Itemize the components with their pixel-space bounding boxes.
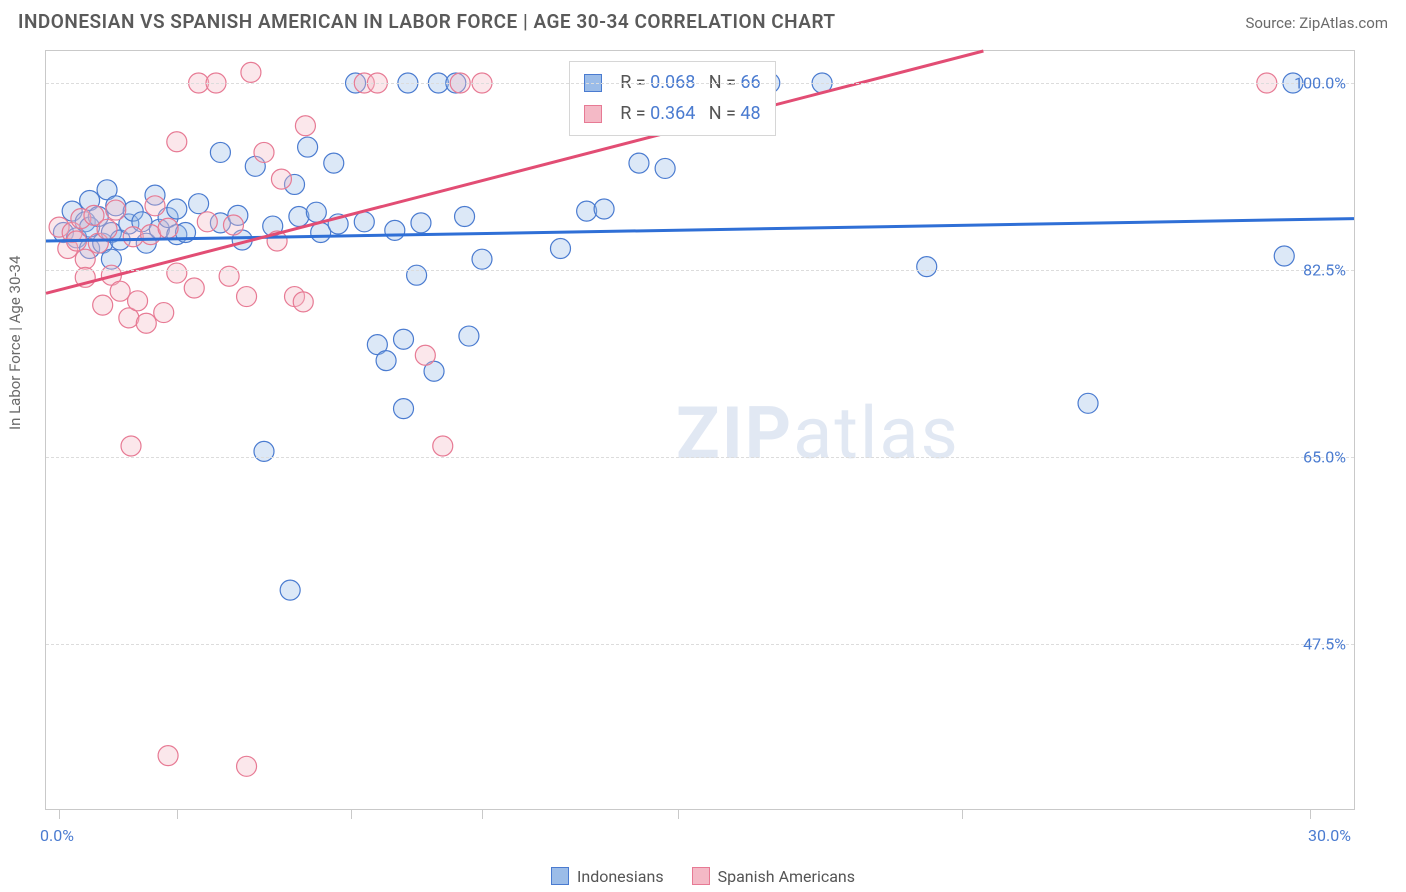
- data-point: [189, 194, 209, 214]
- data-point: [577, 201, 597, 221]
- data-point: [917, 257, 937, 277]
- data-point: [550, 239, 570, 259]
- source-label: Source: ZipAtlas.com: [1245, 14, 1388, 32]
- data-point: [121, 436, 141, 456]
- title-bar: INDONESIAN VS SPANISH AMERICAN IN LABOR …: [0, 0, 1406, 39]
- data-point: [237, 287, 257, 307]
- data-point: [433, 436, 453, 456]
- data-point: [237, 756, 257, 776]
- legend-item-indonesians: Indonesians: [551, 867, 664, 886]
- data-point: [145, 196, 165, 216]
- gridline: [46, 83, 1354, 84]
- x-tick-label: 0.0%: [40, 826, 74, 845]
- swatch-icon: [551, 867, 569, 885]
- gridline: [46, 644, 1354, 645]
- bottom-legend: Indonesians Spanish Americans: [0, 867, 1406, 886]
- data-point: [210, 142, 230, 162]
- x-tick: [1310, 809, 1311, 819]
- x-tick: [482, 809, 483, 819]
- data-point: [459, 326, 479, 346]
- data-point: [594, 199, 614, 219]
- data-point: [128, 291, 148, 311]
- data-point: [158, 746, 178, 766]
- correlation-stats-box: R = 0.068 N = 66R = 0.364 N = 48: [569, 61, 775, 136]
- data-point: [75, 249, 95, 269]
- data-point: [455, 206, 475, 226]
- y-tick-label: 65.0%: [1303, 447, 1346, 466]
- data-point: [136, 313, 156, 333]
- chart-title: INDONESIAN VS SPANISH AMERICAN IN LABOR …: [18, 10, 836, 33]
- plot-area: R = 0.068 N = 66R = 0.364 N = 48 ZIPatla…: [45, 50, 1355, 810]
- data-point: [354, 212, 374, 232]
- data-point: [167, 263, 187, 283]
- data-point: [158, 218, 178, 238]
- scatter-svg: [46, 51, 1354, 809]
- data-point: [223, 215, 243, 235]
- x-tick: [678, 809, 679, 819]
- data-point: [184, 278, 204, 298]
- data-point: [167, 132, 187, 152]
- data-point: [407, 265, 427, 285]
- x-tick: [351, 809, 352, 819]
- y-tick-label: 82.5%: [1303, 260, 1346, 279]
- data-point: [97, 219, 117, 239]
- swatch-icon: [584, 105, 602, 123]
- data-point: [241, 62, 261, 82]
- data-point: [280, 580, 300, 600]
- x-tick: [177, 809, 178, 819]
- data-point: [655, 158, 675, 178]
- data-point: [394, 399, 414, 419]
- legend-item-spanish-americans: Spanish Americans: [692, 867, 855, 886]
- data-point: [93, 295, 113, 315]
- data-point: [298, 137, 318, 157]
- x-tick: [962, 809, 963, 819]
- gridline: [46, 270, 1354, 271]
- data-point: [376, 351, 396, 371]
- trend-line: [46, 51, 983, 293]
- data-point: [415, 345, 435, 365]
- data-point: [254, 142, 274, 162]
- data-point: [289, 206, 309, 226]
- data-point: [106, 200, 126, 220]
- data-point: [411, 213, 431, 233]
- y-tick-label: 47.5%: [1303, 634, 1346, 653]
- data-point: [385, 220, 405, 240]
- data-point: [254, 441, 274, 461]
- data-point: [629, 153, 649, 173]
- swatch-icon: [692, 867, 710, 885]
- data-point: [1078, 393, 1098, 413]
- data-point: [324, 153, 344, 173]
- gridline: [46, 457, 1354, 458]
- data-point: [123, 227, 143, 247]
- x-tick: [59, 809, 60, 819]
- data-point: [197, 212, 217, 232]
- y-axis-label: In Labor Force | Age 30-34: [6, 256, 24, 430]
- data-point: [293, 292, 313, 312]
- x-tick-label: 30.0%: [1308, 826, 1351, 845]
- data-point: [306, 202, 326, 222]
- data-point: [110, 281, 130, 301]
- data-point: [394, 329, 414, 349]
- data-point: [154, 303, 174, 323]
- data-point: [472, 249, 492, 269]
- y-tick-label: 100.0%: [1294, 74, 1346, 93]
- stats-row: R = 0.364 N = 48: [584, 99, 760, 130]
- data-point: [271, 169, 291, 189]
- data-point: [295, 116, 315, 136]
- data-point: [167, 199, 187, 219]
- data-point: [1274, 246, 1294, 266]
